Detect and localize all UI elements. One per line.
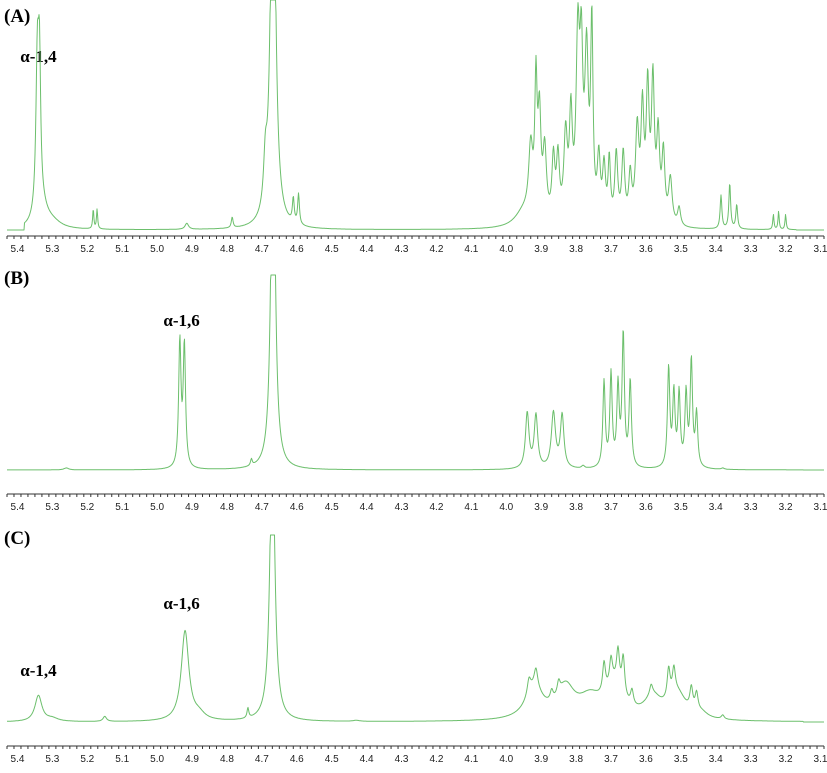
x-tick-label-b: 3.6: [639, 502, 653, 513]
x-tick-label-c: 3.4: [709, 754, 723, 765]
x-tick-label-a: 5.3: [45, 244, 59, 255]
x-tick-label-c: 3.9: [534, 754, 548, 765]
x-tick-label-b: 3.9: [534, 502, 548, 513]
x-tick-label-c: 4.7: [255, 754, 269, 765]
spectrum-line-a: [7, 0, 824, 231]
panel-label-a: (A): [4, 6, 30, 27]
x-tick-label-a: 4.9: [185, 244, 199, 255]
x-tick-label-b: 3.2: [779, 502, 793, 513]
x-tick-label-b: 4.6: [290, 502, 304, 513]
peak-annotation-c-1: α-1,4: [20, 661, 57, 680]
x-tick-label-a: 5.0: [150, 244, 164, 255]
x-tick-label-c: 3.7: [604, 754, 618, 765]
x-tick-label-a: 3.1: [814, 244, 827, 255]
x-tick-label-c: 4.1: [464, 754, 478, 765]
x-tick-label-c: 3.8: [569, 754, 583, 765]
peak-annotation-b-1: α-1,6: [163, 311, 199, 330]
x-ticks-b: 5.4 5.3 5.2 5.1 5.0 4.9 4.8 4.7 4.6 4.5 4.4 4.3 4.2 4…: [6, 494, 827, 513]
x-tick-label-a: 5.2: [80, 244, 94, 255]
x-tick-label-c: 4.5: [325, 754, 339, 765]
spectrum-panel-a: (A) α-1,4 5.4 5.3 5.2 5.1 5.0 4.9 4.8 4.7 4.6 4.5…: [4, 0, 827, 255]
x-tick-label-c: 5.4: [11, 754, 25, 765]
x-tick-label-b: 3.3: [744, 502, 758, 513]
spectrum-line-b: [7, 274, 824, 471]
x-tick-label-c: 3.3: [744, 754, 758, 765]
x-tick-label-c: 4.3: [395, 754, 409, 765]
x-tick-label-c: 3.6: [639, 754, 653, 765]
x-tick-label-b: 4.8: [220, 502, 234, 513]
x-tick-label-a: 4.1: [464, 244, 478, 255]
x-ticks-c: 5.4 5.3 5.2 5.1 5.0 4.9 4.8 4.7 4.6 4.5 4.4 4.3 4.2 4…: [6, 746, 827, 765]
x-tick-label-a: 4.7: [255, 244, 269, 255]
x-tick-label-c: 3.5: [674, 754, 688, 765]
x-tick-label-b: 3.8: [569, 502, 583, 513]
x-tick-label-c: 4.0: [499, 754, 513, 765]
x-ticks-a: 5.4 5.3 5.2 5.1 5.0 4.9 4.8 4.7 4.6 4.5 4.4 4.3 4.2 4…: [6, 236, 827, 255]
x-tick-label-b: 5.1: [115, 502, 129, 513]
panel-label-c: (C): [4, 528, 30, 549]
x-tick-label-a: 4.4: [360, 244, 374, 255]
x-tick-label-a: 4.5: [325, 244, 339, 255]
x-tick-label-c: 5.2: [80, 754, 94, 765]
x-tick-label-b: 4.3: [395, 502, 409, 513]
x-tick-label-b: 5.2: [80, 502, 94, 513]
x-tick-label-a: 4.8: [220, 244, 234, 255]
x-tick-label-b: 3.1: [814, 502, 827, 513]
x-tick-label-a: 3.4: [709, 244, 723, 255]
x-tick-label-c: 4.4: [360, 754, 374, 765]
x-tick-label-c: 4.6: [290, 754, 304, 765]
x-tick-label-a: 4.6: [290, 244, 304, 255]
x-tick-label-a: 3.7: [604, 244, 618, 255]
x-tick-label-c: 3.2: [779, 754, 793, 765]
x-tick-label-b: 3.5: [674, 502, 688, 513]
x-tick-label-c: 3.1: [814, 754, 827, 765]
x-tick-label-c: 4.8: [220, 754, 234, 765]
x-tick-label-b: 4.4: [360, 502, 374, 513]
x-tick-label-b: 5.0: [150, 502, 164, 513]
x-tick-label-b: 4.7: [255, 502, 269, 513]
x-tick-label-a: 3.5: [674, 244, 688, 255]
x-tick-label-b: 4.1: [464, 502, 478, 513]
peak-annotation-c-2: α-1,6: [163, 594, 199, 613]
x-tick-label-b: 4.0: [499, 502, 513, 513]
x-tick-label-a: 3.8: [569, 244, 583, 255]
x-tick-label-a: 4.2: [429, 244, 443, 255]
x-tick-label-b: 5.3: [45, 502, 59, 513]
x-tick-label-c: 5.0: [150, 754, 164, 765]
x-tick-label-a: 4.0: [499, 244, 513, 255]
x-tick-label-b: 4.2: [429, 502, 443, 513]
x-tick-label-a: 3.2: [779, 244, 793, 255]
x-tick-label-c: 5.1: [115, 754, 129, 765]
peak-annotation-a-1: α-1,4: [20, 47, 57, 66]
x-tick-label-a: 3.3: [744, 244, 758, 255]
x-tick-label-a: 5.1: [115, 244, 129, 255]
x-tick-label-b: 5.4: [11, 502, 25, 513]
panel-label-b: (B): [4, 268, 29, 289]
x-tick-label-a: 5.4: [11, 244, 25, 255]
x-tick-label-b: 3.7: [604, 502, 618, 513]
x-tick-label-a: 4.3: [395, 244, 409, 255]
x-tick-label-b: 3.4: [709, 502, 723, 513]
x-tick-label-a: 3.6: [639, 244, 653, 255]
x-tick-label-c: 4.2: [429, 754, 443, 765]
x-tick-label-b: 4.5: [325, 502, 339, 513]
x-tick-label-b: 4.9: [185, 502, 199, 513]
spectrum-panel-c: (C) α-1,4 α-1,6 5.4 5.3 5.2 5.1 5.0 4.9 4.8 4.7 4…: [4, 528, 827, 765]
spectrum-panel-b: (B) α-1,6 5.4 5.3 5.2 5.1 5.0 4.9 4.8 4.7 4.6 4.5…: [4, 268, 827, 513]
x-tick-label-c: 4.9: [185, 754, 199, 765]
x-tick-label-a: 3.9: [534, 244, 548, 255]
spectrum-line-c: [7, 534, 824, 723]
x-tick-label-c: 5.3: [45, 754, 59, 765]
